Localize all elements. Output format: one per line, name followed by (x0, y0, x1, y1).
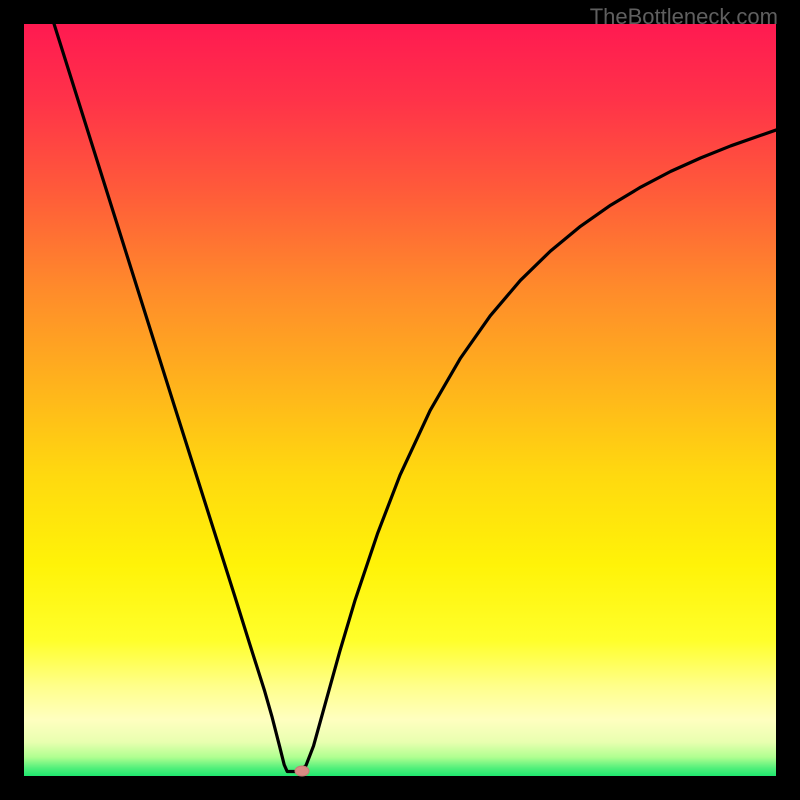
plot-area (24, 24, 776, 776)
bottleneck-curve (24, 24, 776, 776)
optimum-marker (295, 766, 310, 777)
chart-frame: TheBottleneck.com (0, 0, 800, 800)
